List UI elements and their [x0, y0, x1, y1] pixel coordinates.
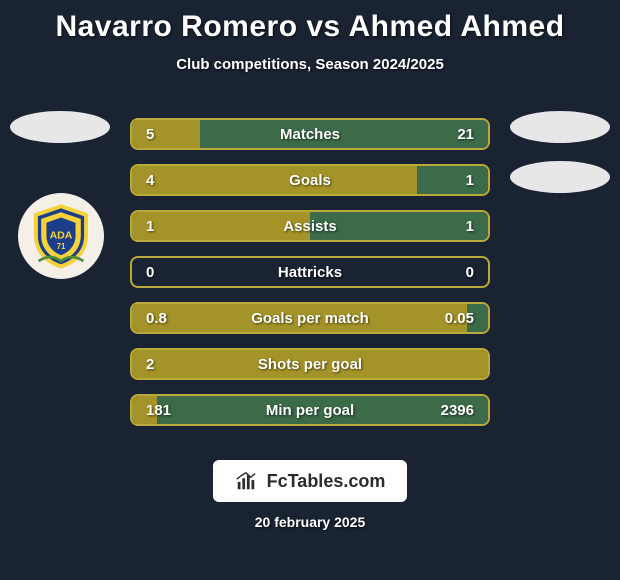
metric-label: Goals	[192, 172, 428, 189]
metric-label: Matches	[192, 126, 428, 143]
footer: FcTables.com 20 february 2025	[0, 460, 620, 530]
metric-row: 2Shots per goal	[130, 348, 490, 380]
metric-label: Goals per match	[192, 310, 428, 327]
metric-value-right: 1	[428, 172, 488, 189]
club-crest-left: ADA 71	[18, 193, 104, 279]
subtitle: Club competitions, Season 2024/2025	[0, 56, 620, 73]
metric-value-right: 21	[428, 126, 488, 143]
metric-row: 0.8Goals per match0.05	[130, 302, 490, 334]
metric-value-right: 0.05	[428, 310, 488, 327]
svg-text:ADA: ADA	[50, 230, 73, 242]
metric-label: Hattricks	[192, 264, 428, 281]
team-logo-right-placeholder	[510, 111, 610, 143]
team-logo-right-placeholder-2	[510, 161, 610, 193]
metric-value-left: 0.8	[132, 310, 192, 327]
metric-value-left: 5	[132, 126, 192, 143]
metric-value-right: 0	[428, 264, 488, 281]
metric-label: Assists	[192, 218, 428, 235]
svg-text:71: 71	[57, 242, 66, 251]
metric-value-right: 1	[428, 218, 488, 235]
metric-value-left: 1	[132, 218, 192, 235]
metric-value-left: 181	[132, 402, 192, 419]
comparison-bars: 5Matches214Goals11Assists10Hattricks00.8…	[130, 118, 490, 426]
brand-text: FcTables.com	[267, 471, 386, 492]
shield-icon: ADA 71	[28, 203, 94, 269]
date-text: 20 february 2025	[255, 514, 366, 530]
metric-value-left: 2	[132, 356, 192, 373]
metric-row: 181Min per goal2396	[130, 394, 490, 426]
metric-row: 1Assists1	[130, 210, 490, 242]
chart-icon	[235, 470, 257, 492]
metric-value-right: 2396	[428, 402, 488, 419]
metric-value-left: 4	[132, 172, 192, 189]
metric-row: 5Matches21	[130, 118, 490, 150]
metric-row: 0Hattricks0	[130, 256, 490, 288]
metric-label: Min per goal	[192, 402, 428, 419]
team-logo-left-placeholder	[10, 111, 110, 143]
metric-value-left: 0	[132, 264, 192, 281]
page-title: Navarro Romero vs Ahmed Ahmed	[0, 0, 620, 44]
brand-badge: FcTables.com	[213, 460, 408, 502]
metric-label: Shots per goal	[192, 356, 428, 373]
metric-row: 4Goals1	[130, 164, 490, 196]
